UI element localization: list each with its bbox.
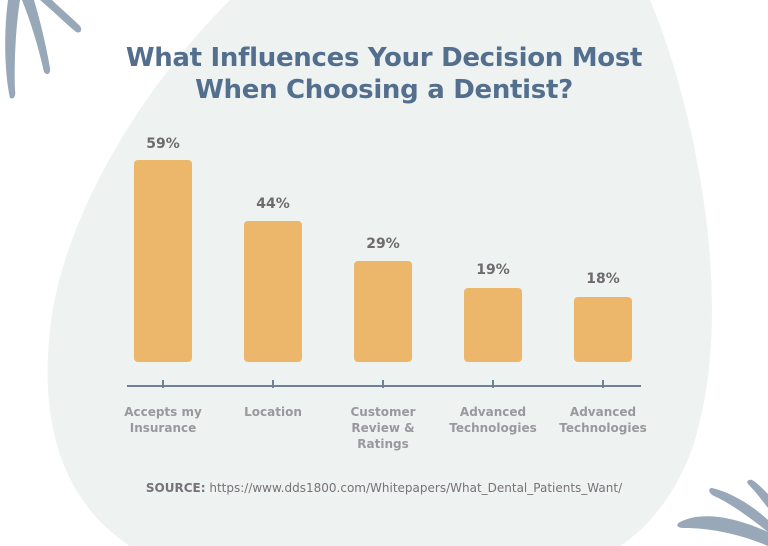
category-line: Advanced [459,405,527,419]
category-line: Insurance [129,421,197,435]
leaf-decoration-bottom-right-icon [677,479,768,546]
bar-value-label: 29% [366,236,400,252]
bar-value-label: 19% [476,262,510,278]
category-line: Technologies [559,421,647,435]
x-axis-category-label: Advanced Technologies [548,404,658,436]
category-line: Location [244,405,302,419]
bar-advanced-technologies-2 [574,297,632,362]
category-line: Customer [350,405,416,419]
x-axis-category-label: Advanced Technologies [438,404,548,436]
x-axis-tick [162,380,164,388]
x-axis-line [127,385,641,387]
x-axis-category-label: Location [218,404,328,420]
category-line: Technologies [449,421,537,435]
category-line: Ratings [357,437,409,451]
chart-title: What Influences Your Decision Most When … [0,42,768,106]
source-label: SOURCE: [145,481,206,495]
source-citation: SOURCE: https://www.dds1800.com/Whitepap… [0,481,768,495]
x-axis-tick [272,380,274,388]
category-line: Advanced [569,405,637,419]
bar-location [244,221,302,362]
x-axis-tick [382,380,384,388]
bar-value-label: 44% [256,196,290,212]
x-axis-tick [492,380,494,388]
x-axis-tick [602,380,604,388]
leaf-decoration-top-left-icon [5,0,82,99]
x-axis-category-label: Accepts my Insurance [108,404,218,436]
category-line: Accepts my [124,405,202,419]
bar-value-label: 18% [586,271,620,287]
source-url: https://www.dds1800.com/Whitepapers/What… [209,481,623,495]
bar-customer-review [354,261,412,362]
title-line-1: What Influences Your Decision Most [125,43,643,73]
title-line-2: When Choosing a Dentist? [195,75,573,105]
bar-advanced-technologies-1 [464,288,522,362]
bar-accepts-insurance [134,160,192,362]
category-line: Review & [351,421,415,435]
x-axis-category-label: Customer Review & Ratings [328,404,438,452]
bar-value-label: 59% [146,136,180,152]
